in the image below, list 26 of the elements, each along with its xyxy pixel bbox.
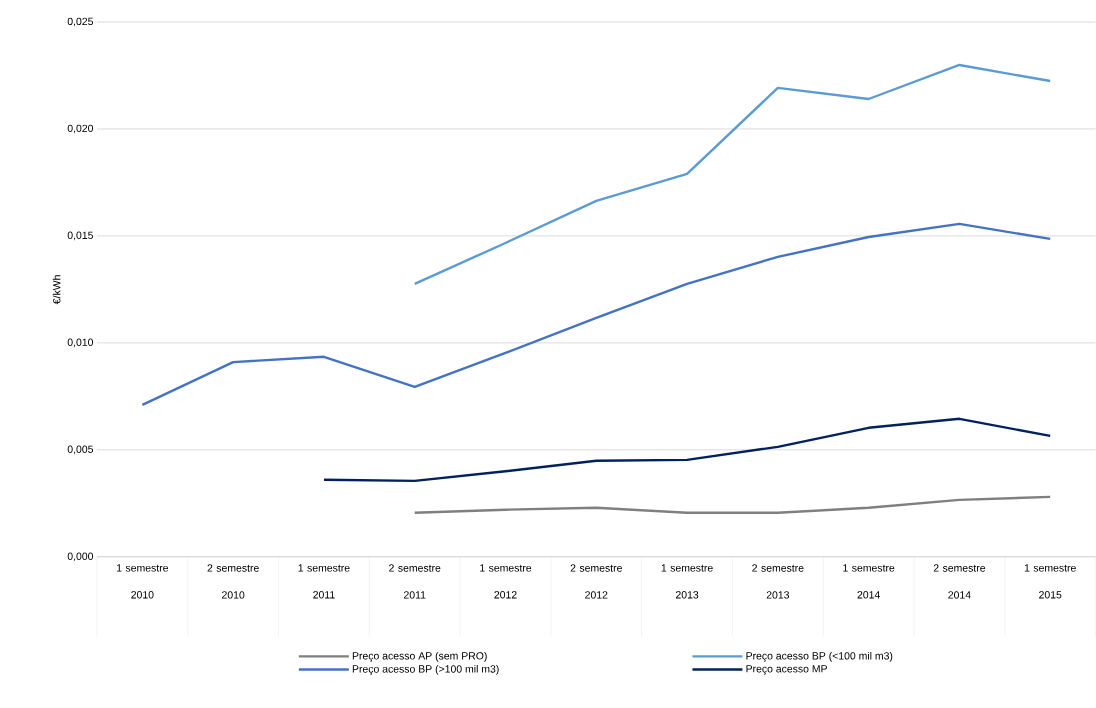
category-label: 1 semestre 2010 (117, 564, 169, 599)
legend-label: Preço acesso BP (>100 mil m3) (352, 665, 499, 675)
legend-label: Preço acesso MP (746, 665, 827, 675)
legend-label: Preço acesso BP (<100 mil m3) (746, 652, 893, 662)
category-label: 2 semestre 2013 (752, 564, 804, 599)
category-label: 2 semestre 2011 (389, 564, 441, 599)
y-tick-label: 0,000 (67, 552, 94, 562)
category-label: 2 semestre 2012 (570, 564, 622, 599)
line-series (413, 495, 1052, 515)
category-label: 2 semestre 2010 (207, 564, 259, 599)
y-tick-label: 0,020 (67, 124, 94, 134)
category-label: 1 semestre 2015 (1024, 564, 1076, 599)
y-tick-label: 0,025 (67, 17, 94, 27)
y-axis-title: €/kWh (52, 275, 61, 305)
line-series (413, 63, 1052, 286)
y-tick-label: 0,010 (67, 338, 94, 348)
line-series (322, 417, 1052, 483)
y-tick-label: 0,005 (67, 445, 94, 455)
category-label: 2 semestre 2014 (933, 564, 986, 599)
category-label: 1 semestre 2013 (661, 564, 713, 599)
y-tick-label: 0,015 (67, 231, 94, 241)
legend-label: Preço acesso AP (sem PRO) (352, 652, 487, 662)
category-label: 1 semestre 2012 (480, 564, 532, 599)
line-series (141, 222, 1052, 407)
category-label: 1 semestre 2011 (298, 564, 350, 599)
category-label: 1 semestre 2014 (843, 564, 895, 599)
